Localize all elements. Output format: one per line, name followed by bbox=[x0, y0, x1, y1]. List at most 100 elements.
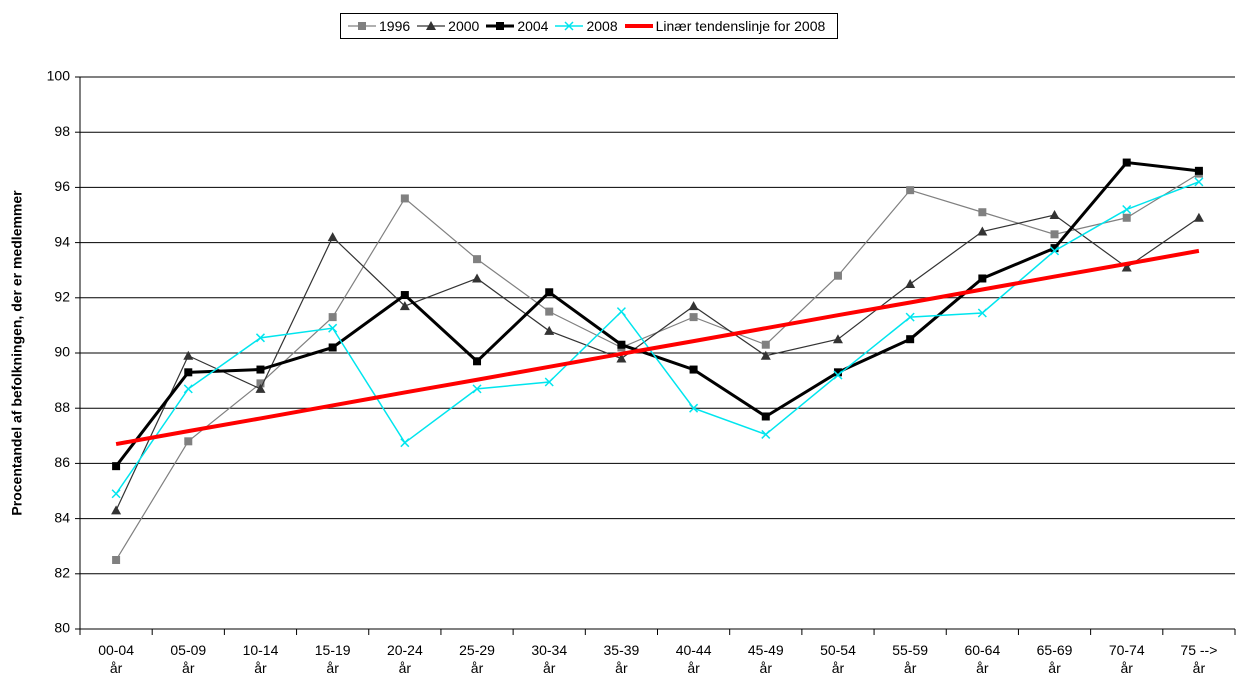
data-point bbox=[616, 353, 627, 363]
legend-entry: 2000 bbox=[416, 18, 479, 34]
data-point bbox=[183, 384, 193, 394]
legend-label: 1996 bbox=[379, 18, 411, 34]
data-point bbox=[978, 208, 987, 217]
x-tick-label: 70-74 år bbox=[1108, 642, 1145, 676]
data-point bbox=[327, 232, 338, 242]
data-point bbox=[617, 340, 626, 349]
series bbox=[112, 158, 1203, 471]
data-point bbox=[1193, 212, 1204, 222]
data-point bbox=[328, 313, 337, 322]
x-tick-label: 50-54 år bbox=[820, 642, 856, 676]
legend-swatch bbox=[555, 21, 584, 31]
data-point bbox=[256, 365, 265, 374]
data-point bbox=[1049, 210, 1060, 219]
data-point bbox=[545, 307, 554, 316]
y-tick-label: 84 bbox=[54, 509, 70, 525]
data-point bbox=[1050, 244, 1059, 253]
data-point bbox=[761, 412, 770, 421]
legend-marker bbox=[426, 21, 437, 30]
data-point bbox=[400, 194, 409, 203]
y-tick-label: 100 bbox=[47, 68, 71, 84]
data-point bbox=[906, 335, 915, 344]
data-point bbox=[112, 556, 121, 564]
data-point bbox=[328, 343, 337, 352]
data-point bbox=[111, 489, 121, 499]
x-tick-label: 75 --> år bbox=[1180, 642, 1218, 676]
y-tick-label: 92 bbox=[54, 289, 70, 305]
data-point bbox=[689, 403, 699, 413]
legend-label: Linær tendenslinje for 2008 bbox=[655, 18, 826, 34]
data-point bbox=[761, 429, 771, 439]
x-tick-label: 20-24 år bbox=[386, 642, 423, 676]
data-point bbox=[832, 334, 843, 344]
series-line bbox=[115, 173, 1200, 561]
legend-entry: 2008 bbox=[554, 18, 618, 34]
y-tick-label: 98 bbox=[54, 123, 70, 139]
series bbox=[111, 177, 1204, 499]
data-point bbox=[833, 370, 843, 380]
x-tick-label: 05-09 år bbox=[170, 642, 207, 676]
x-tick-label: 65-69 år bbox=[1036, 642, 1073, 676]
data-point bbox=[1049, 246, 1060, 256]
y-tick-label: 82 bbox=[54, 565, 70, 581]
y-tick-label: 90 bbox=[54, 344, 70, 360]
legend-label: 2004 bbox=[517, 18, 549, 34]
data-point bbox=[255, 383, 266, 393]
x-tick-label: 45-49 år bbox=[747, 642, 784, 676]
legend-entry: 2004 bbox=[485, 18, 548, 34]
data-point bbox=[1050, 230, 1059, 239]
legend-swatch bbox=[417, 21, 446, 30]
data-point bbox=[473, 357, 482, 366]
data-point bbox=[184, 368, 193, 377]
series bbox=[111, 210, 1204, 515]
data-point bbox=[978, 274, 987, 283]
data-point bbox=[977, 308, 987, 318]
data-point bbox=[1122, 158, 1131, 167]
data-point bbox=[184, 437, 193, 446]
data-point bbox=[545, 288, 554, 297]
data-point bbox=[112, 462, 121, 471]
data-point bbox=[689, 313, 698, 322]
data-point bbox=[977, 226, 988, 236]
legend-swatch bbox=[486, 22, 515, 30]
data-point bbox=[906, 186, 915, 195]
data-point bbox=[400, 438, 410, 448]
data-point bbox=[833, 271, 842, 280]
data-point bbox=[1122, 204, 1132, 215]
data-point bbox=[905, 312, 915, 322]
y-tick-label: 88 bbox=[54, 399, 70, 415]
series bbox=[112, 169, 1203, 564]
y-axis-label: Procentandel af befolkningen, der er med… bbox=[9, 190, 25, 516]
data-point bbox=[1121, 262, 1132, 272]
series-line bbox=[115, 248, 1200, 447]
x-tick-label: 15-19 år bbox=[314, 642, 351, 676]
data-point bbox=[111, 505, 122, 515]
legend-swatch bbox=[624, 24, 653, 28]
data-point bbox=[544, 325, 555, 335]
series-line bbox=[114, 160, 1200, 468]
x-tick-label: 00-04 år bbox=[98, 642, 134, 676]
data-point bbox=[905, 279, 916, 288]
x-tick-label: 40-44 år bbox=[675, 642, 712, 676]
legend-swatch bbox=[348, 22, 376, 30]
legend-marker bbox=[496, 22, 505, 30]
data-point bbox=[256, 379, 265, 388]
data-point bbox=[1194, 177, 1204, 187]
y-tick-label: 86 bbox=[54, 454, 70, 470]
legend-marker bbox=[358, 22, 366, 30]
x-tick-label: 30-34 år bbox=[531, 642, 568, 676]
series-line bbox=[115, 214, 1200, 511]
x-tick-label: 25-29 år bbox=[459, 642, 495, 676]
y-tick-label: 96 bbox=[54, 178, 70, 194]
legend-entry: Linær tendenslinje for 2008 bbox=[624, 18, 826, 34]
data-point bbox=[400, 291, 409, 300]
data-point bbox=[183, 350, 194, 360]
data-point bbox=[399, 301, 410, 311]
data-point bbox=[1194, 166, 1203, 175]
data-point bbox=[760, 350, 771, 360]
y-tick-label: 94 bbox=[54, 233, 70, 249]
x-tick-label: 55-59 år bbox=[892, 642, 929, 676]
legend-entry: 1996 bbox=[347, 18, 410, 34]
data-point bbox=[472, 273, 483, 283]
